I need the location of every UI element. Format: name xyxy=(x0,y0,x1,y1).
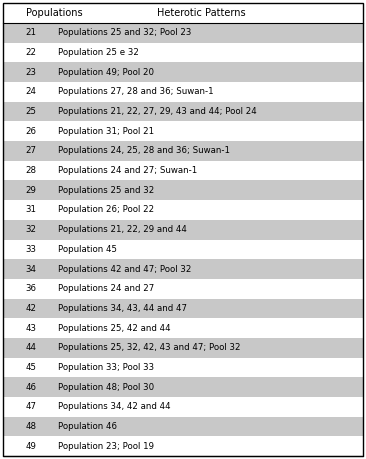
Bar xyxy=(3,397,363,417)
Text: Populations 25 and 32; Pool 23: Populations 25 and 32; Pool 23 xyxy=(58,28,191,37)
Bar xyxy=(3,377,363,397)
Text: Populations 27, 28 and 36; Suwan-1: Populations 27, 28 and 36; Suwan-1 xyxy=(58,87,214,96)
Text: 32: 32 xyxy=(26,225,37,234)
Bar xyxy=(3,298,363,318)
Text: Populations 24 and 27: Populations 24 and 27 xyxy=(58,284,154,293)
Text: Population 26; Pool 22: Population 26; Pool 22 xyxy=(58,206,154,214)
Text: Population 46: Population 46 xyxy=(58,422,117,431)
Bar xyxy=(3,180,363,200)
Text: 34: 34 xyxy=(26,264,37,274)
Bar xyxy=(3,259,363,279)
Bar xyxy=(3,122,363,141)
Text: 45: 45 xyxy=(26,363,37,372)
Text: Population 23; Pool 19: Population 23; Pool 19 xyxy=(58,442,154,451)
Bar xyxy=(3,102,363,122)
Text: 31: 31 xyxy=(26,206,37,214)
Bar xyxy=(3,200,363,220)
Text: 47: 47 xyxy=(26,402,37,411)
Text: Populations 34, 43, 44 and 47: Populations 34, 43, 44 and 47 xyxy=(58,304,187,313)
Text: 27: 27 xyxy=(26,146,37,156)
Text: 26: 26 xyxy=(26,127,37,136)
Text: 21: 21 xyxy=(26,28,37,37)
Text: 43: 43 xyxy=(26,324,37,333)
Bar xyxy=(3,358,363,377)
Text: Populations 21, 22, 27, 29, 43 and 44; Pool 24: Populations 21, 22, 27, 29, 43 and 44; P… xyxy=(58,107,257,116)
Text: 46: 46 xyxy=(26,383,37,392)
Text: 25: 25 xyxy=(26,107,37,116)
Text: 28: 28 xyxy=(26,166,37,175)
Text: Populations: Populations xyxy=(26,8,83,18)
Bar xyxy=(3,62,363,82)
Text: 23: 23 xyxy=(26,68,37,77)
Text: Population 31; Pool 21: Population 31; Pool 21 xyxy=(58,127,154,136)
Text: Populations 24 and 27; Suwan-1: Populations 24 and 27; Suwan-1 xyxy=(58,166,197,175)
Bar xyxy=(3,23,363,43)
Bar xyxy=(3,437,363,456)
Text: 48: 48 xyxy=(26,422,37,431)
Text: Population 45: Population 45 xyxy=(58,245,117,254)
Text: Populations 25 and 32: Populations 25 and 32 xyxy=(58,186,154,195)
Bar xyxy=(3,279,363,298)
Text: Populations 42 and 47; Pool 32: Populations 42 and 47; Pool 32 xyxy=(58,264,191,274)
Bar xyxy=(3,161,363,180)
Bar xyxy=(3,82,363,102)
Text: Population 25 e 32: Population 25 e 32 xyxy=(58,48,139,57)
Text: 29: 29 xyxy=(26,186,37,195)
Text: 42: 42 xyxy=(26,304,37,313)
Text: 24: 24 xyxy=(26,87,37,96)
Text: 33: 33 xyxy=(26,245,37,254)
Text: Populations 24, 25, 28 and 36; Suwan-1: Populations 24, 25, 28 and 36; Suwan-1 xyxy=(58,146,230,156)
Bar xyxy=(3,240,363,259)
Text: Population 33; Pool 33: Population 33; Pool 33 xyxy=(58,363,154,372)
Text: Populations 21, 22, 29 and 44: Populations 21, 22, 29 and 44 xyxy=(58,225,187,234)
Bar xyxy=(3,141,363,161)
Text: 49: 49 xyxy=(26,442,37,451)
Bar xyxy=(3,338,363,358)
Bar xyxy=(3,318,363,338)
Text: 22: 22 xyxy=(26,48,37,57)
Text: Population 49; Pool 20: Population 49; Pool 20 xyxy=(58,68,154,77)
Bar xyxy=(3,43,363,62)
Bar xyxy=(3,220,363,240)
Text: 44: 44 xyxy=(26,343,37,352)
Text: 36: 36 xyxy=(26,284,37,293)
Text: Populations 34, 42 and 44: Populations 34, 42 and 44 xyxy=(58,402,171,411)
Text: Populations 25, 32, 42, 43 and 47; Pool 32: Populations 25, 32, 42, 43 and 47; Pool … xyxy=(58,343,240,352)
Text: Populations 25, 42 and 44: Populations 25, 42 and 44 xyxy=(58,324,171,333)
Text: Population 48; Pool 30: Population 48; Pool 30 xyxy=(58,383,154,392)
Bar xyxy=(3,417,363,437)
Text: Heterotic Patterns: Heterotic Patterns xyxy=(157,8,246,18)
